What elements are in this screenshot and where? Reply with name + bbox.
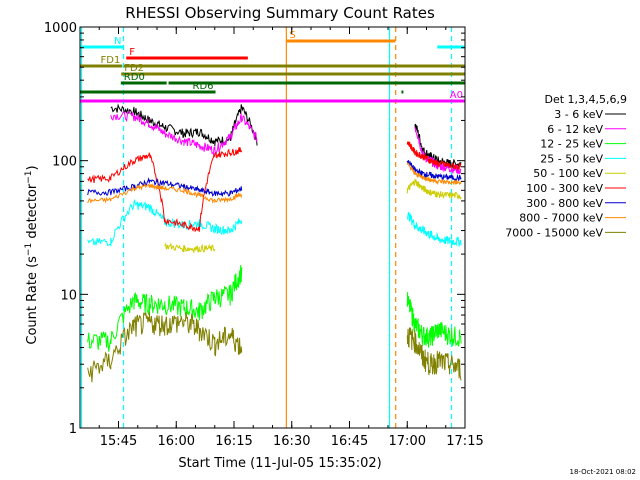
series-line-3 <box>87 198 462 248</box>
y-axis-label-exp1: −1 <box>24 243 34 256</box>
y-tick-label-1: 10 <box>60 288 77 303</box>
series-line-4 <box>164 178 462 254</box>
legend-item-7: 800 - 7000 keV <box>519 212 603 225</box>
state-bar-label-2: F <box>129 47 135 58</box>
state-bar-label-0: N <box>114 36 121 47</box>
x-tick-label-2: 16:15 <box>215 434 252 449</box>
y-tick-label-2: 100 <box>52 155 77 170</box>
state-bar-label-1: S <box>289 30 295 41</box>
state-bar-label-6: RD6 <box>193 81 214 92</box>
x-tick-label-5: 17:00 <box>389 434 426 449</box>
series-line-6 <box>87 160 462 198</box>
series-line-8 <box>87 312 462 383</box>
series-line-7 <box>87 161 462 205</box>
x-tick-label-0: 15:45 <box>100 434 137 449</box>
state-bar-label-3: FD1 <box>101 55 121 66</box>
legend-item-0: 3 - 6 keV <box>554 108 603 121</box>
x-tick-label-4: 16:45 <box>331 434 368 449</box>
y-axis-label: Count Rate (s−1 detector−1) <box>24 165 40 344</box>
state-bar-label-7: A0 <box>450 90 463 101</box>
series-line-2 <box>87 264 462 352</box>
legend-item-5: 100 - 300 keV <box>526 182 603 195</box>
legend-item-1: 6 - 12 keV <box>547 123 603 136</box>
chart-title: RHESSI Observing Summary Count Rates <box>125 4 435 22</box>
state-bar-label-4: FD2 <box>124 63 144 74</box>
y-axis-label-exp2: −1 <box>24 170 34 183</box>
y-tick-label-3: 1000 <box>44 21 77 36</box>
timestamp: 18-Oct-2021 08:02 <box>570 468 636 476</box>
y-axis-label-mid: detector <box>25 183 40 243</box>
legend-item-4: 50 - 100 keV <box>533 167 603 180</box>
x-tick-label-3: 16:30 <box>273 434 310 449</box>
legend-title: Det 1,3,4,5,6,9 <box>544 93 627 106</box>
x-axis-label: Start Time (11-Jul-05 15:35:02) <box>178 456 381 471</box>
series-line-5 <box>87 140 462 233</box>
legend-item-8: 7000 - 15000 keV <box>505 226 603 239</box>
plot-frame <box>79 26 466 429</box>
y-axis-label-end: ) <box>25 165 40 170</box>
legend-item-2: 12 - 25 keV <box>540 138 603 151</box>
y-tick-label-0: 1 <box>69 422 77 437</box>
state-bar-label-5: RD0 <box>124 72 145 83</box>
legend-item-6: 300 - 800 keV <box>526 197 603 210</box>
legend-item-3: 25 - 50 keV <box>540 152 603 165</box>
y-axis-label-base: Count Rate (s <box>25 256 40 345</box>
x-tick-label-1: 16:00 <box>158 434 195 449</box>
x-tick-label-6: 17:15 <box>446 434 483 449</box>
y-axis-label-group: Count Rate (s−1 detector−1) <box>24 165 40 344</box>
